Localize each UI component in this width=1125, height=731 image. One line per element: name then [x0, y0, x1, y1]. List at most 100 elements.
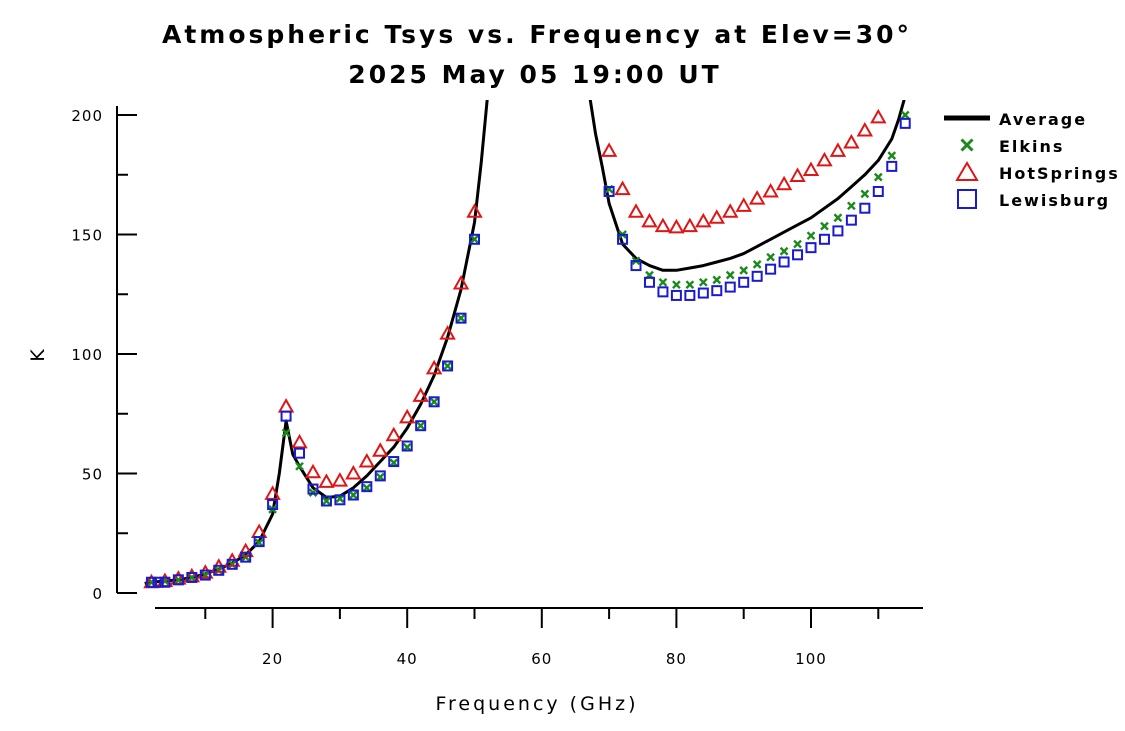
series-lewisburg: [145, 117, 911, 588]
lewisburg-point: [240, 551, 252, 563]
lewisburg-point: [469, 233, 480, 245]
elkins-point: [820, 221, 829, 231]
legend-marker-hotsprings: [955, 161, 979, 181]
lewisburg-point: [899, 117, 911, 129]
lewisburg-point: [697, 287, 709, 299]
hotsprings-point: [372, 442, 389, 457]
lewisburg-point: [294, 447, 306, 459]
lewisburg-point: [388, 456, 400, 468]
chart-title: Atmospheric Tsys vs. Frequency at Elev=3…: [162, 20, 912, 49]
elkins-point: [833, 213, 843, 223]
elkins-point: [847, 201, 856, 211]
x-tick-label: 60: [531, 650, 552, 668]
lewisburg-point: [280, 410, 292, 422]
hotsprings-point: [829, 142, 847, 157]
hotsprings-point: [695, 212, 712, 228]
lewisburg-point: [145, 576, 157, 588]
lewisburg-point: [159, 576, 171, 588]
lewisburg-point: [872, 185, 884, 197]
lewisburg-point: [845, 214, 857, 226]
lewisburg-point: [751, 270, 763, 282]
lewisburg-point: [307, 483, 319, 495]
lewisburg-point: [818, 233, 830, 245]
elkins-point: [766, 252, 775, 262]
hotsprings-point: [197, 564, 214, 579]
legend-label-elkins: Elkins: [999, 137, 1064, 156]
hotsprings-point: [722, 203, 739, 218]
lewisburg-point: [374, 470, 386, 482]
hotsprings-point: [600, 142, 618, 157]
lewisburg-point: [455, 312, 467, 324]
x-tick-label: 20: [262, 650, 283, 668]
elkins-point: [873, 172, 883, 182]
hotsprings-point: [789, 167, 806, 182]
lewisburg-point: [401, 440, 413, 452]
elkins-point: [349, 490, 358, 500]
hotsprings-point: [708, 209, 725, 224]
lewisburg-point: [442, 360, 454, 372]
hotsprings-point: [318, 473, 335, 488]
lewisburg-point: [226, 558, 238, 570]
y-axis-label: K: [27, 346, 49, 361]
hotsprings-point: [668, 218, 685, 234]
y-tick-label: 50: [82, 466, 103, 484]
hotsprings-point: [856, 122, 874, 137]
y-tick-label: 100: [71, 346, 103, 364]
series-layer: [143, 100, 911, 589]
lewisburg-point: [886, 160, 898, 172]
lewisburg-point: [253, 536, 265, 548]
lewisburg-point: [805, 242, 817, 254]
elkins-point: [672, 280, 681, 290]
elkins-point: [429, 397, 439, 407]
elkins-point: [793, 239, 802, 249]
legend-label-average: Average: [999, 110, 1087, 129]
hotsprings-point: [412, 387, 429, 402]
x-axis-label: Frequency (GHz): [435, 693, 638, 715]
hotsprings-point: [802, 161, 820, 176]
lewisburg-point: [152, 576, 164, 588]
lewisburg-point: [859, 202, 871, 214]
y-tick-label: 200: [71, 107, 103, 125]
lewisburg-point: [428, 396, 440, 408]
hotsprings-point: [345, 464, 362, 480]
elkins-point: [806, 231, 816, 241]
legend-marker-lewisburg: [957, 189, 977, 209]
series-elkins: [147, 110, 910, 587]
lewisburg-point: [684, 289, 696, 301]
hotsprings-point: [654, 217, 672, 233]
lewisburg-point: [711, 285, 723, 297]
elkins-point: [779, 246, 789, 256]
lewisburg-point: [199, 569, 211, 581]
hotsprings-point: [277, 398, 295, 413]
elkins-point: [416, 421, 426, 431]
x-tick-label: 80: [666, 650, 687, 668]
lewisburg-point: [347, 489, 359, 501]
elkins-point: [281, 428, 291, 438]
lewisburg-point: [415, 420, 427, 432]
lewisburg-point: [603, 185, 615, 197]
lewisburg-point: [643, 276, 655, 288]
lewisburg-point: [213, 564, 225, 576]
legend-label-hotsprings: HotSprings: [999, 164, 1120, 183]
series-hotsprings: [143, 108, 887, 589]
lewisburg-point: [172, 574, 184, 586]
lewisburg-point: [320, 495, 332, 507]
hotsprings-point: [398, 408, 416, 424]
elkins-point: [295, 461, 304, 471]
hotsprings-point: [641, 212, 658, 228]
lewisburg-point: [670, 289, 682, 301]
hotsprings-point: [452, 274, 470, 290]
series-line-average: [144, 100, 906, 585]
hotsprings-point: [681, 217, 699, 233]
y-tick-label: 150: [71, 227, 103, 245]
lewisburg-point: [630, 260, 642, 272]
lewisburg-point: [765, 263, 777, 275]
lewisburg-point: [334, 494, 346, 506]
hotsprings-point: [816, 151, 833, 167]
hotsprings-point: [331, 472, 349, 487]
elkins-point: [900, 110, 910, 120]
lewisburg-point: [186, 571, 198, 583]
hotsprings-point: [614, 180, 631, 196]
hotsprings-point: [775, 175, 793, 191]
elkins-point: [752, 260, 762, 269]
